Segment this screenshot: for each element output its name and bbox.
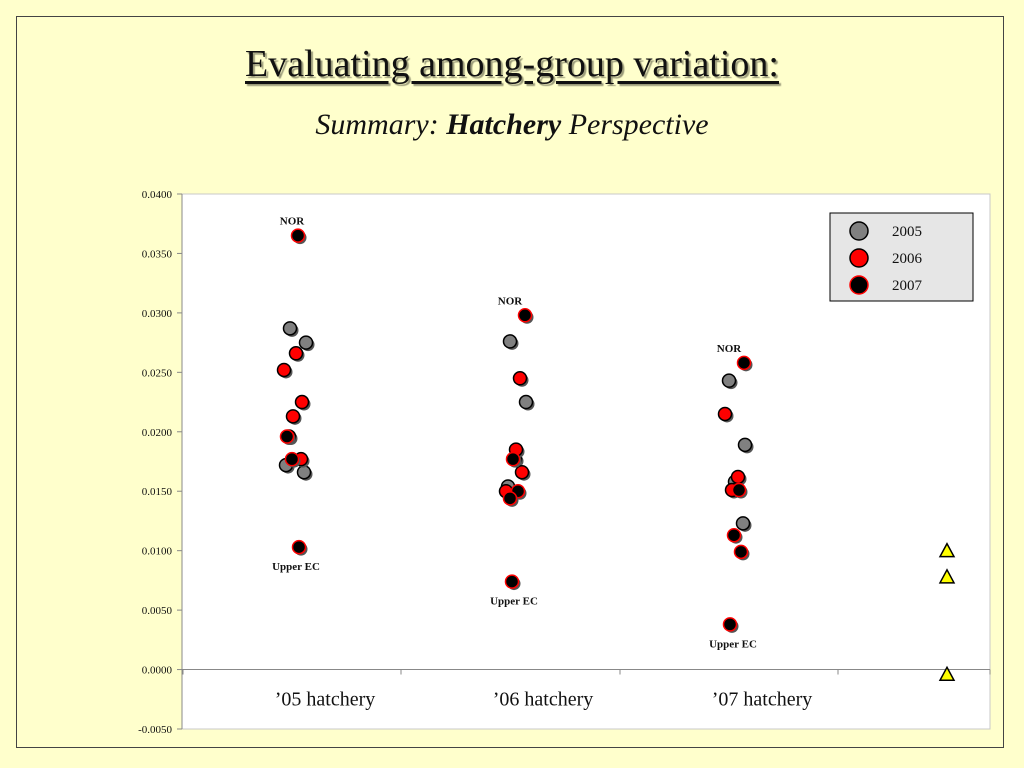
subtitle-suffix: Perspective: [561, 108, 709, 141]
data-point-2007: [502, 491, 518, 506]
slide-subtitle: Summary: Hatchery Perspective: [0, 108, 1024, 142]
y-tick-label: 0.0400: [142, 189, 173, 201]
y-tick-label: 0.0100: [142, 546, 173, 558]
data-point-2007: [279, 429, 295, 444]
data-point-2007: [731, 482, 747, 498]
legend-marker-2007: [849, 275, 869, 295]
annotation-nor: NOR: [717, 343, 743, 355]
y-tick-label: 0.0000: [142, 665, 173, 677]
data-point-2006: [730, 469, 746, 485]
data-point-2006: [717, 406, 733, 422]
data-point-2007: [505, 451, 521, 467]
legend-marker-2005: [849, 221, 869, 241]
y-tick-label: 0.0350: [142, 248, 173, 260]
slide-title: Evaluating among-group variation:: [245, 43, 779, 85]
data-point-2006: [288, 346, 304, 361]
data-point-2006: [294, 394, 310, 410]
data-point-2005: [518, 394, 534, 410]
data-point-2007: [517, 308, 533, 323]
annotation-upper-ec: Upper EC: [272, 561, 320, 573]
legend-marker-2006: [849, 248, 869, 268]
data-point-2007: [290, 228, 306, 243]
data-point-2005: [721, 373, 737, 388]
data-point-2007: [284, 451, 300, 467]
data-point-2007: [733, 544, 749, 560]
data-point-2007: [291, 539, 307, 555]
y-tick-label: -0.0050: [138, 724, 172, 736]
triangle-marker: [938, 568, 956, 584]
x-category-label: ’07 hatchery: [712, 689, 813, 711]
data-point-2007: [736, 355, 752, 371]
y-tick-label: 0.0250: [142, 367, 173, 379]
data-point-2006: [285, 409, 301, 424]
data-point-2006: [276, 362, 292, 378]
subtitle-emphasis: Hatchery: [446, 108, 562, 141]
legend-label: 2006: [892, 251, 923, 267]
data-point-2007: [726, 527, 742, 543]
data-point-2005: [298, 335, 314, 350]
data-point-2006: [514, 464, 530, 480]
data-point-2006: [512, 371, 528, 386]
data-point-2005: [737, 437, 753, 453]
annotation-upper-ec: Upper EC: [490, 596, 538, 608]
x-category-label: ’05 hatchery: [275, 689, 376, 711]
data-point-2005: [502, 334, 518, 349]
data-point-2005: [735, 516, 751, 531]
y-tick-label: 0.0050: [142, 605, 173, 617]
triangle-marker: [938, 542, 956, 558]
data-point-2005: [282, 321, 298, 336]
slide-frame: [16, 16, 1004, 748]
data-point-2007: [722, 617, 738, 632]
legend-label: 2007: [892, 278, 923, 294]
annotation-nor: NOR: [498, 295, 524, 307]
data-point-2005: [296, 464, 312, 480]
data-point-2007: [504, 574, 520, 589]
legend-label: 2005: [892, 224, 922, 240]
annotation-upper-ec: Upper EC: [709, 638, 757, 650]
subtitle-prefix: Summary:: [315, 108, 447, 141]
triangle-marker: [938, 665, 956, 682]
y-tick-label: 0.0300: [142, 308, 173, 320]
annotation-nor: NOR: [280, 216, 306, 228]
x-category-label: ’06 hatchery: [493, 689, 594, 711]
y-tick-label: 0.0150: [142, 486, 173, 498]
y-tick-label: 0.0200: [142, 427, 173, 439]
